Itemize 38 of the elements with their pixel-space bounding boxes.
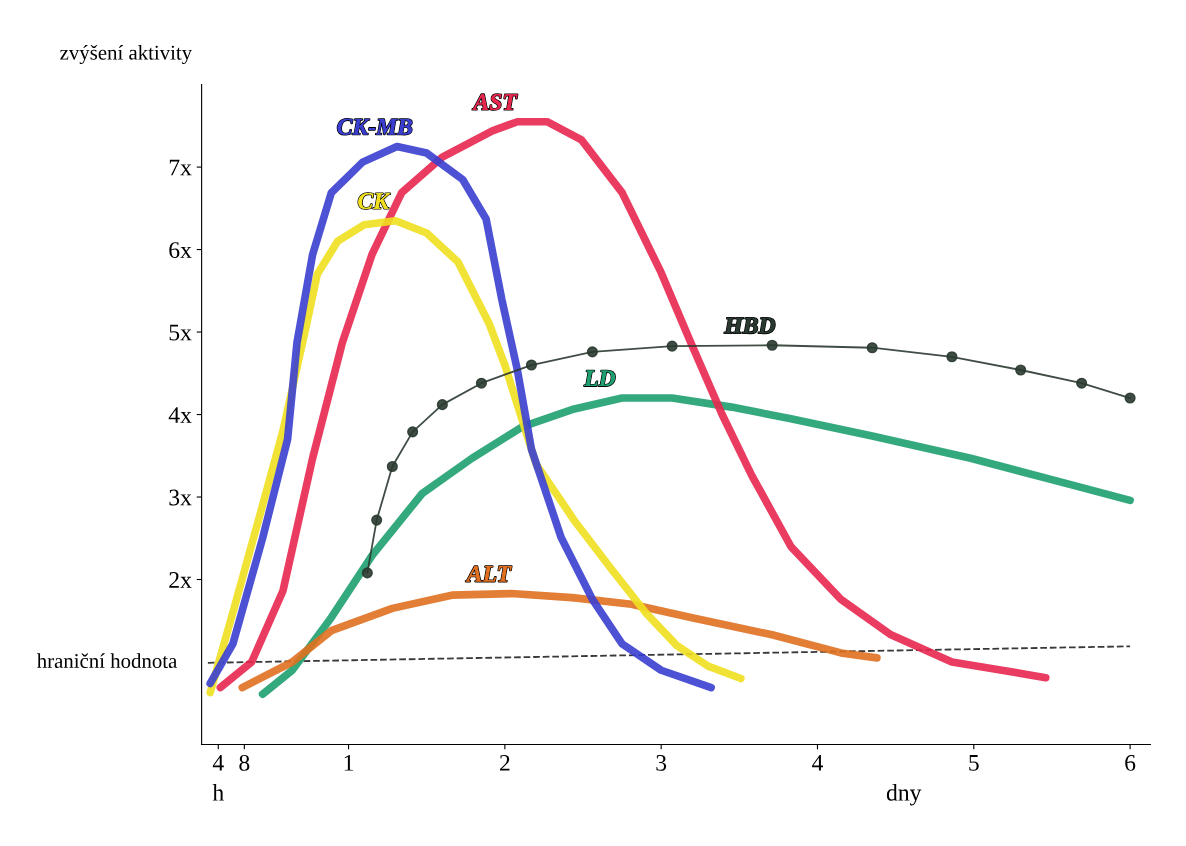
series-label: LD [583,370,616,387]
y-tick-label: 4x [168,407,192,423]
x-tick-label: 6 [1125,754,1136,771]
point [766,339,778,351]
point [371,514,383,526]
x-tick-label: 2 [499,754,510,771]
point [1076,377,1088,389]
point [475,377,487,389]
x-tick-label: 4 [812,755,824,771]
y-axis-title: zvýšení aktivity [60,45,193,64]
series-label: HBD [724,317,775,334]
y-tick-label: 6x [169,242,192,258]
point [1124,392,1136,404]
point [525,359,537,371]
point [1015,364,1027,376]
series-label: ALT [465,565,512,582]
point [361,567,373,579]
x-tick-label: 1 [344,755,354,771]
x2-axis-title: h [212,784,224,801]
point [866,342,878,354]
x-tick-label: 5 [969,755,979,771]
point [586,346,598,358]
series-label: CK-MB [337,118,412,135]
point [436,399,448,411]
series-label: hraniční hodnota [36,653,178,669]
y-tick-label: 7x [169,159,192,176]
series-label: AST [472,94,518,110]
y-tick-label: 2x [169,572,192,588]
x-tick-label: 3 [656,754,667,771]
y-tick-label: 3x [169,489,192,506]
y-tick-label: 5x [169,324,192,341]
point [946,351,958,363]
series-label: CK [358,193,391,209]
point [386,460,398,473]
x-axis-title: dny [886,784,922,806]
point [407,426,419,438]
point [666,340,678,352]
x2-tick-label: 8 [239,754,250,771]
